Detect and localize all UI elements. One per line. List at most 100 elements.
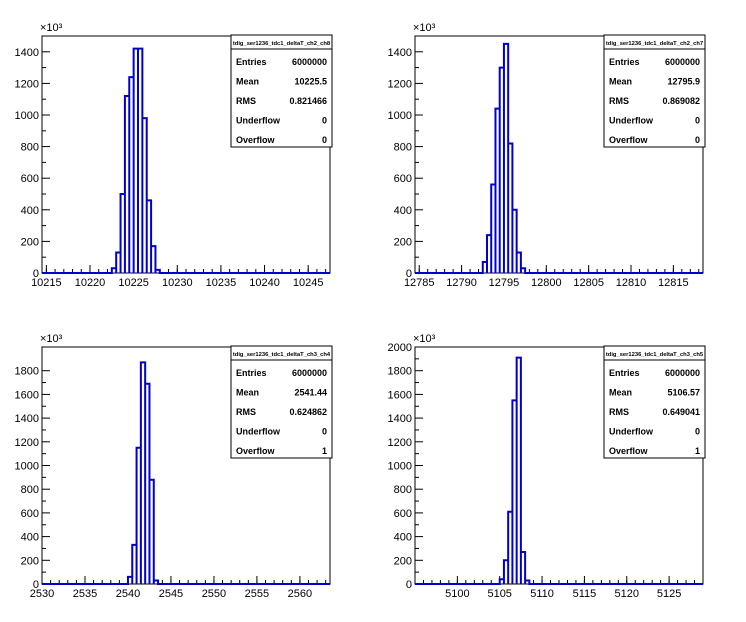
y-tick-label: 1200 xyxy=(388,78,412,90)
y-tick-label: 0 xyxy=(33,579,39,591)
stats-value: 0 xyxy=(322,427,327,437)
x-tick-label: 10225 xyxy=(118,277,149,289)
x-tick-label: 2555 xyxy=(245,588,269,600)
histogram-panel-2: 0 200 400 600 800 1000 1200 1400 ×10³ 12785 12790 1… xyxy=(388,22,706,289)
stats-value: 0 xyxy=(322,135,327,145)
histogram-line xyxy=(42,47,330,274)
y-tick-label: 800 xyxy=(21,484,39,496)
x-tick-label: 10235 xyxy=(206,277,237,289)
y-tick-label: 200 xyxy=(21,555,39,567)
histogram-line xyxy=(415,42,703,274)
stats-box-frame xyxy=(603,345,706,459)
stats-value: 0 xyxy=(695,116,700,126)
stats-value: 0.821466 xyxy=(289,96,327,106)
stats-value: 1 xyxy=(322,446,327,456)
stats-label: Mean xyxy=(609,77,632,87)
y-tick-label: 400 xyxy=(394,532,412,544)
stats-label: Underflow xyxy=(236,427,281,437)
stats-title: tdig_ser1236_tdc1_deltaT_ch3_ch4 xyxy=(233,352,331,358)
stats-label: Overflow xyxy=(609,446,649,456)
y-tick-label: 1600 xyxy=(15,389,39,401)
y-tick-label: 1200 xyxy=(15,437,39,449)
y-tick-label: 600 xyxy=(21,173,39,185)
stats-title: tdig_ser1236_tdc1_deltaT_ch3_ch5 xyxy=(606,352,704,358)
histogram-panel-1: 0 200 400 600 800 1000 1200 1400 ×10³ 10215 10220 1… xyxy=(15,22,333,289)
x-tick-label: 2550 xyxy=(202,588,226,600)
stats-box-frame xyxy=(230,34,333,148)
x-tick-label: 2535 xyxy=(73,588,97,600)
x-tick-label: 5120 xyxy=(615,588,639,600)
x-tick-label: 10240 xyxy=(249,277,280,289)
stats-value: 0 xyxy=(695,135,700,145)
y-tick-label: 1000 xyxy=(15,110,39,122)
x-tick-label: 5100 xyxy=(445,588,469,600)
stats-label: Underflow xyxy=(609,427,654,437)
stats-label: Underflow xyxy=(236,116,281,126)
stats-label: Entries xyxy=(236,368,267,378)
stats-value: 12795.9 xyxy=(667,77,700,87)
y-tick-label: 1400 xyxy=(15,413,39,425)
x-tick-label: 12800 xyxy=(531,277,562,289)
x-tick-label: 2560 xyxy=(288,588,312,600)
stats-value: 0.624862 xyxy=(289,407,327,417)
y-tick-label: 0 xyxy=(406,268,412,280)
stats-value: 0 xyxy=(322,116,327,126)
stats-value: 5106.57 xyxy=(667,388,700,398)
stats-box: tdig_ser1236_tdc1_deltaT_ch3_ch5 Entries 6… xyxy=(603,345,706,459)
stats-label: RMS xyxy=(609,96,629,106)
stats-label: RMS xyxy=(236,96,256,106)
stats-value: 0.869082 xyxy=(662,96,700,106)
y-tick-label: 600 xyxy=(21,508,39,520)
y-multiplier-label: ×10³ xyxy=(413,333,436,345)
x-tick-label: 5125 xyxy=(657,588,681,600)
y-tick-label: 1000 xyxy=(15,461,39,473)
x-tick-label: 12815 xyxy=(658,277,689,289)
y-tick-label: 800 xyxy=(394,142,412,154)
x-tick-label: 5110 xyxy=(530,588,554,600)
x-tick-label: 5115 xyxy=(573,588,597,600)
x-tick-label: 5105 xyxy=(487,588,511,600)
y-tick-label: 1000 xyxy=(388,461,412,473)
stats-box-frame xyxy=(230,345,333,459)
histogram-line xyxy=(42,361,330,585)
y-tick-label: 1000 xyxy=(388,110,412,122)
stats-value: 6000000 xyxy=(665,368,700,378)
y-tick-label: 400 xyxy=(394,205,412,217)
x-tick-label: 2530 xyxy=(30,588,54,600)
x-tick-label: 12785 xyxy=(404,277,435,289)
y-tick-label: 1400 xyxy=(388,413,412,425)
histogram-panel-4: 0 200 400 600 800 1000 1200 1400 1600 1800 2000×10… xyxy=(388,333,706,600)
stats-title: tdig_ser1236_tdc1_deltaT_ch2_ch8 xyxy=(233,41,331,47)
stats-title: tdig_ser1236_tdc1_deltaT_ch2_ch7 xyxy=(606,41,703,47)
stats-value: 6000000 xyxy=(292,57,327,67)
y-tick-label: 1200 xyxy=(15,78,39,90)
y-tick-label: 1600 xyxy=(388,389,412,401)
y-tick-label: 200 xyxy=(394,236,412,248)
y-multiplier-label: ×10³ xyxy=(40,22,63,34)
y-tick-label: 600 xyxy=(394,173,412,185)
x-tick-label: 12790 xyxy=(446,277,477,289)
y-tick-label: 1400 xyxy=(15,47,39,59)
x-tick-label: 10245 xyxy=(293,277,324,289)
stats-value: 10225.5 xyxy=(294,77,327,87)
stats-value: 0.649041 xyxy=(662,407,700,417)
stats-box: tdig_ser1236_tdc1_deltaT_ch3_ch4 Entries 6… xyxy=(230,345,333,459)
stats-value: 1 xyxy=(695,446,700,456)
x-tick-label: 12805 xyxy=(573,277,604,289)
stats-label: Overflow xyxy=(236,135,276,145)
y-tick-label: 800 xyxy=(21,142,39,154)
y-tick-label: 200 xyxy=(21,236,39,248)
stats-label: RMS xyxy=(609,407,629,417)
stats-label: Entries xyxy=(236,57,267,67)
stats-box: tdig_ser1236_tdc1_deltaT_ch2_ch7 Entries 6… xyxy=(603,34,706,148)
y-tick-label: 1800 xyxy=(15,366,39,378)
stats-label: RMS xyxy=(236,407,256,417)
x-tick-label: 2540 xyxy=(116,588,140,600)
y-multiplier-label: ×10³ xyxy=(40,333,63,345)
histogram-line xyxy=(415,356,703,585)
stats-label: Overflow xyxy=(236,446,276,456)
y-multiplier-label: ×10³ xyxy=(413,22,436,34)
y-tick-label: 1800 xyxy=(388,366,412,378)
stats-label: Entries xyxy=(609,368,640,378)
